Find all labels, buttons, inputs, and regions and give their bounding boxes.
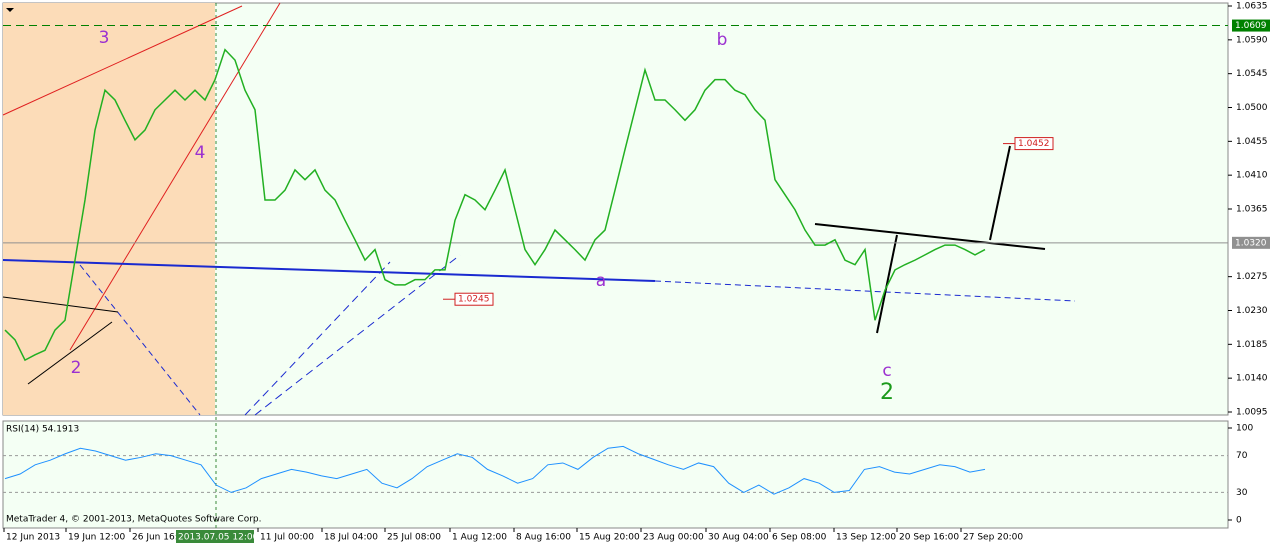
wave-label: b [717,30,728,50]
level-label: 1.0609 [1235,21,1267,31]
y-tick-label: 1.0275 [1236,272,1268,282]
y-tick-label: 1.0545 [1236,69,1268,79]
trendlines [2,2,1076,416]
x-tick-label: 1 Aug 12:00 [452,533,507,543]
x-tick-label: 8 Aug 16:00 [516,533,571,543]
wave-label: 2 [880,380,894,405]
price-line [4,48,986,362]
x-tick-label: 13 Sep 12:00 [836,533,896,543]
x-tick-label: 19 Jun 12:00 [68,533,125,543]
level-box [1232,236,1270,249]
wave-label: 4 [195,143,206,163]
y-tick-label: 1.0230 [1236,306,1268,316]
x-tick-label: 18 Jul 04:00 [324,533,378,543]
price-label-box [454,292,494,306]
rsi-tick-label: 30 [1236,488,1248,498]
price-label: 1.0452 [1018,139,1050,149]
y-tick-label: 1.0635 [1236,2,1268,12]
x-tick-label: 15 Aug 20:00 [579,533,640,543]
rsi-line [4,445,986,495]
x-tick-label: 20 Sep 16:00 [899,533,959,543]
rsi-panel [2,420,1229,529]
y-tick-label: 1.0095 [1236,407,1268,417]
x-tick-label: 27 Sep 20:00 [963,533,1023,543]
rsi-tick-label: 70 [1236,451,1248,461]
y-tick-label: 1.0365 [1236,205,1268,215]
wave-label: c [882,361,891,381]
y-tick-label: 1.0590 [1236,35,1268,45]
level-box [1232,19,1270,32]
y-tick-label: 1.0500 [1236,103,1268,113]
wave-label: 3 [99,28,110,48]
wave-label: 2 [71,358,82,378]
price-label-box [1014,137,1054,151]
highlight-zone [3,3,215,415]
y-tick-label: 1.0185 [1236,340,1268,350]
cursor-box [176,530,254,543]
y-tick-label: 1.0140 [1236,374,1268,384]
x-tick-label: 25 Jul 08:00 [387,533,441,543]
level-label: 1.0320 [1235,238,1267,248]
price-label: 1.0245 [458,295,490,305]
menu-arrow[interactable] [6,8,14,12]
rsi-title: RSI(14) 54.1913 [6,425,79,435]
x-tick-label: 6 Sep 08:00 [772,533,827,543]
wave-label: a [596,271,606,291]
rsi-tick-label: 0 [1236,515,1242,525]
rsi-tick-label: 100 [1236,423,1253,433]
x-tick-label: 23 Aug 00:00 [643,533,704,543]
y-tick-label: 1.0455 [1236,137,1268,147]
footer: MetaTrader 4, © 2001-2013, MetaQuotes So… [6,515,262,525]
x-tick-label: 11 Jul 00:00 [260,533,314,543]
y-tick-label: 1.0410 [1236,171,1268,181]
x-tick-label: 30 Aug 04:00 [708,533,769,543]
x-tick-label: 26 Jun 16:00 [132,533,189,543]
cursor-label: 2013.07.05 12:00 [178,533,259,543]
x-tick-label: 12 Jun 2013 [6,533,60,543]
